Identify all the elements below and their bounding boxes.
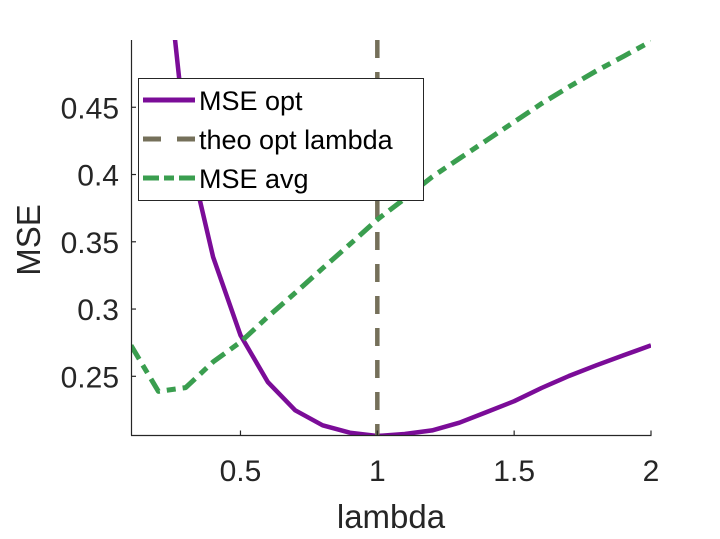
legend: MSE opt theo opt lambda MSE avg: [138, 78, 424, 201]
y-tick-label: 0.4: [77, 160, 119, 193]
legend-label-theo-opt-lambda: theo opt lambda: [199, 125, 394, 155]
y-tick-label: 0.35: [61, 227, 119, 260]
y-tick-label: 0.3: [77, 294, 119, 327]
x-tick-label: 1: [369, 455, 386, 488]
legend-label-mse-avg: MSE avg: [199, 164, 309, 194]
y-tick-label: 0.45: [61, 92, 119, 125]
series-layer: [131, 40, 651, 436]
ticks: 0.5 1 1.5 2 0.25 0.3 0.35 0.4 0.45: [61, 92, 660, 488]
legend-label-mse-opt: MSE opt: [199, 86, 303, 116]
x-axis-label: lambda: [337, 498, 446, 535]
x-tick-label: 1.5: [493, 455, 535, 488]
y-axis-label: MSE: [10, 204, 47, 276]
series-mse-opt: [172, 40, 651, 436]
axes: [130, 40, 652, 437]
series-mse-avg: [131, 40, 651, 394]
x-tick-label: 2: [643, 455, 660, 488]
y-tick-label: 0.25: [61, 361, 119, 394]
x-tick-label: 0.5: [220, 455, 262, 488]
